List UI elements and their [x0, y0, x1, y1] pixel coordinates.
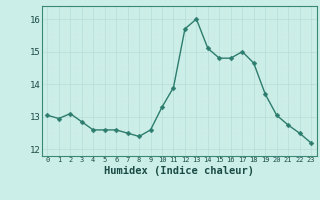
- X-axis label: Humidex (Indice chaleur): Humidex (Indice chaleur): [104, 166, 254, 176]
